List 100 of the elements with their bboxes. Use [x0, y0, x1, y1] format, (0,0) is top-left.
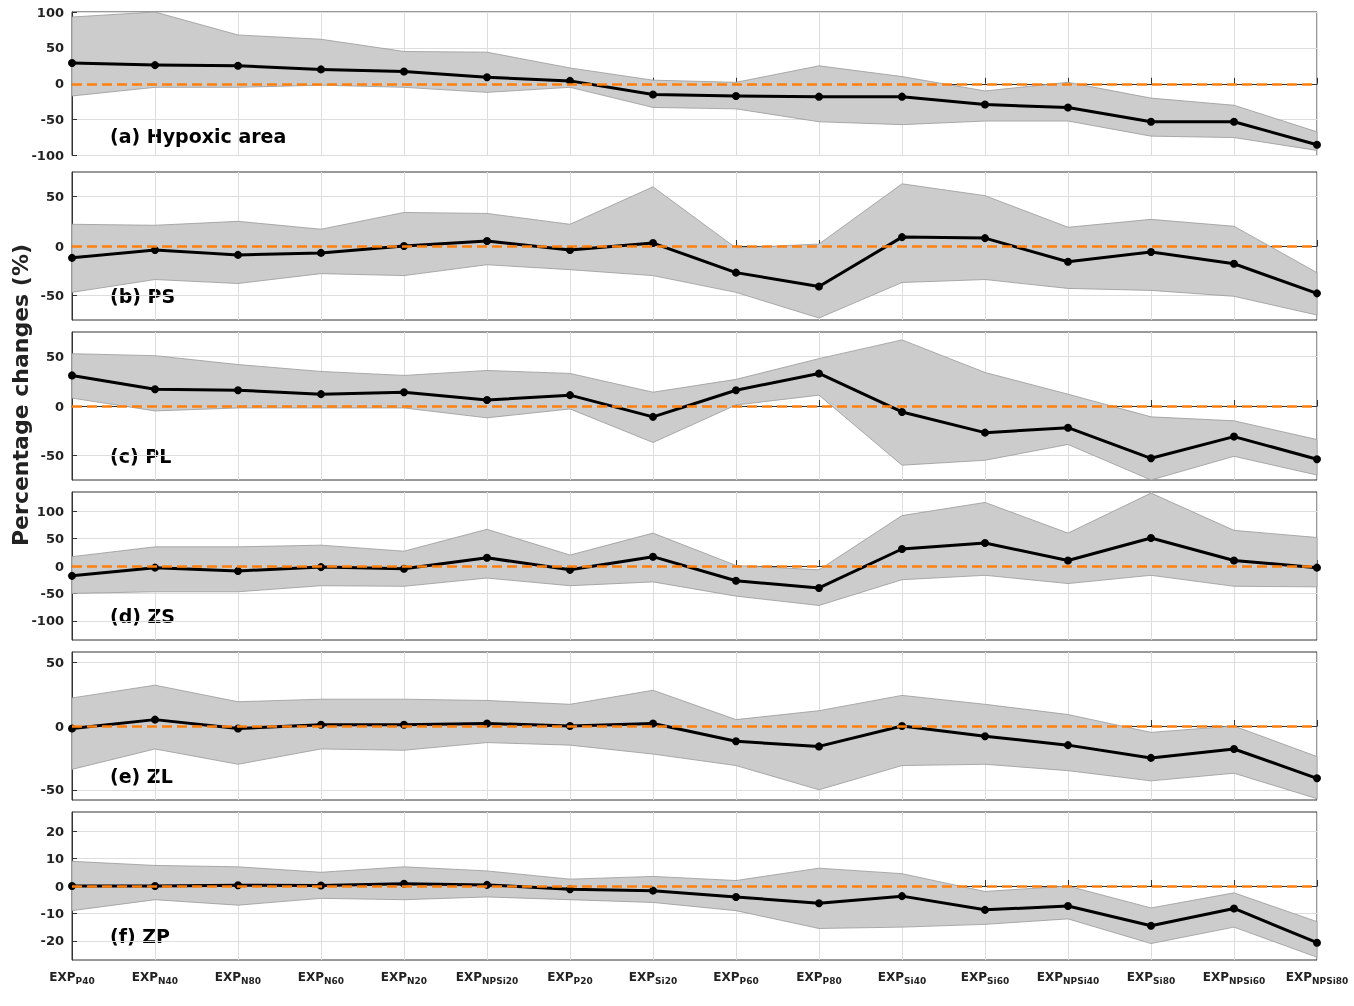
point [68, 253, 76, 262]
point [68, 58, 76, 67]
point [981, 905, 989, 914]
point [981, 538, 989, 547]
point [1230, 744, 1238, 753]
y-tick-label: 100 [36, 4, 64, 20]
point [234, 566, 242, 575]
point [649, 552, 657, 561]
point [1147, 117, 1155, 126]
point [68, 371, 76, 380]
point [1147, 921, 1155, 930]
point [732, 892, 740, 901]
point [317, 390, 325, 399]
y-tick-label: 10 [45, 851, 64, 867]
point [732, 386, 740, 395]
point [815, 92, 823, 101]
point [815, 742, 823, 751]
y-tick-label: 0 [54, 76, 64, 92]
point [234, 61, 242, 70]
y-tick-label: -50 [40, 447, 64, 463]
point [1064, 902, 1072, 911]
point [1313, 938, 1321, 947]
point [981, 234, 989, 243]
point [732, 268, 740, 277]
y-tick-label: 50 [45, 40, 64, 56]
point [649, 90, 657, 99]
point [1313, 289, 1321, 298]
point [483, 73, 491, 82]
point [649, 886, 657, 895]
y-tick-label: 0 [54, 398, 64, 414]
point [732, 576, 740, 585]
point [815, 282, 823, 291]
point [234, 250, 242, 259]
point [1313, 563, 1321, 572]
point [649, 239, 657, 248]
point [981, 732, 989, 741]
point [68, 571, 76, 580]
y-tick-label: 50 [45, 189, 64, 205]
y-tick-label: -100 [31, 148, 64, 163]
y-axis-title: Percentage changes (%) [7, 244, 33, 546]
y-tick-label: 100 [36, 503, 64, 519]
point [981, 100, 989, 109]
y-tick-label: -50 [40, 112, 64, 128]
point [234, 386, 242, 395]
point [732, 737, 740, 746]
point [981, 428, 989, 437]
y-tick-label: -100 [31, 613, 64, 629]
point [1064, 423, 1072, 432]
point [649, 719, 657, 728]
point [1064, 556, 1072, 565]
y-tick-label: 50 [45, 349, 64, 365]
point [483, 553, 491, 562]
point [1064, 103, 1072, 112]
point [1147, 534, 1155, 543]
point [400, 67, 408, 76]
point [1064, 741, 1072, 750]
y-tick-label: 50 [45, 531, 64, 547]
point [1230, 117, 1238, 126]
y-tick-label: -10 [40, 905, 64, 921]
point [815, 583, 823, 592]
point [151, 715, 159, 724]
point [151, 61, 159, 70]
point [317, 248, 325, 257]
y-tick-label: 50 [45, 654, 64, 670]
point [1313, 774, 1321, 783]
y-tick-label: -50 [40, 585, 64, 601]
point [1313, 455, 1321, 464]
annotation: (a) Hypoxic area [110, 124, 287, 147]
point [1147, 454, 1155, 463]
point [1147, 753, 1155, 762]
point [898, 545, 906, 554]
y-tick-label: -20 [40, 933, 64, 949]
y-tick-label: 0 [54, 238, 64, 254]
y-tick-label: 20 [45, 823, 64, 839]
point [1064, 257, 1072, 266]
point [1313, 140, 1321, 149]
y-tick-label: 0 [54, 878, 64, 894]
point [898, 233, 906, 242]
point [483, 396, 491, 405]
point [898, 92, 906, 101]
point [400, 388, 408, 397]
point [1230, 556, 1238, 565]
point [566, 391, 574, 400]
point [317, 65, 325, 74]
point [1230, 259, 1238, 268]
point [815, 899, 823, 908]
point [1230, 432, 1238, 441]
point [732, 91, 740, 100]
point [1230, 904, 1238, 913]
y-tick-label: 0 [54, 558, 64, 574]
y-tick-label: -50 [40, 782, 64, 798]
point [898, 407, 906, 416]
y-tick-label: 0 [54, 718, 64, 734]
point [483, 237, 491, 246]
point [898, 892, 906, 901]
point [649, 412, 657, 421]
y-tick-label: -50 [40, 287, 64, 303]
point [151, 385, 159, 394]
point [815, 369, 823, 378]
point [1147, 247, 1155, 256]
